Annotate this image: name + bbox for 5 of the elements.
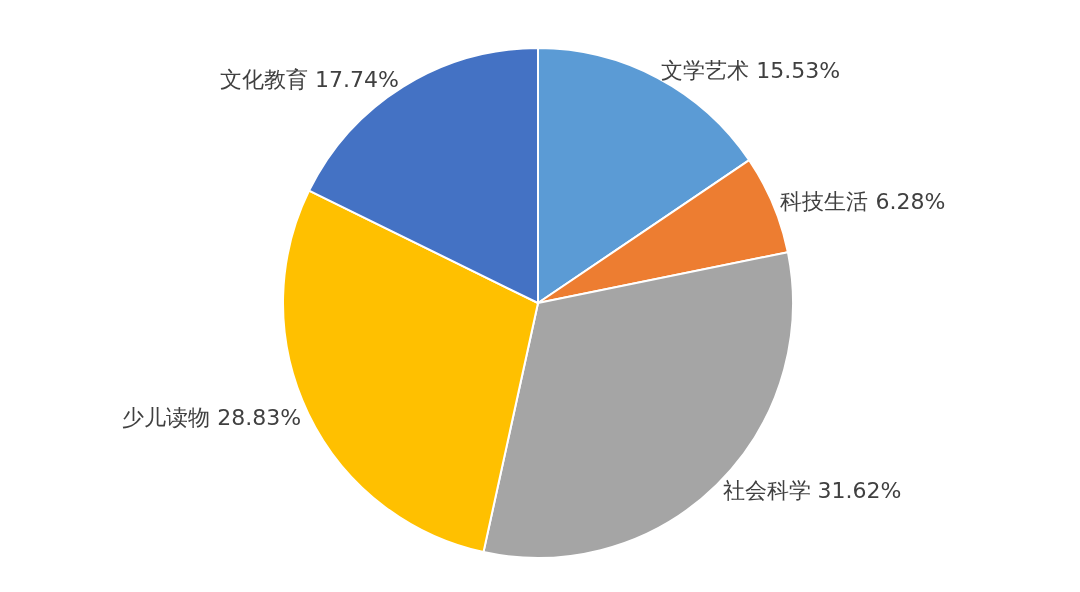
slice-label: 文学艺术 15.53%	[661, 58, 841, 84]
slice-label: 少儿读物 28.83%	[122, 404, 302, 430]
slice-label: 社会科学 31.62%	[722, 477, 902, 503]
slice-label: 文化教育 17.74%	[220, 67, 399, 93]
slice-label: 科技生活 6.28%	[780, 188, 946, 214]
